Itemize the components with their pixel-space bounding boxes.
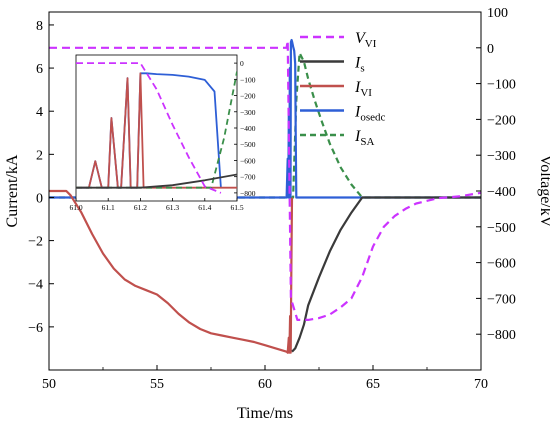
inset-y-tick-label-right: −200 <box>240 92 256 101</box>
legend-label-sub: s <box>360 63 364 75</box>
x-tick-label: 60 <box>258 377 272 392</box>
y-tick-label-left: −4 <box>28 278 43 293</box>
series-line-VVI <box>49 39 481 321</box>
legend-label-sub: SA <box>360 136 374 148</box>
y-tick-label-left: 4 <box>36 105 43 120</box>
x-tick-label: 55 <box>150 377 164 392</box>
y-axis-label-right: Voltage/kV <box>537 155 550 228</box>
x-tick-label: 50 <box>42 377 56 392</box>
y-tick-label-left: 8 <box>36 19 43 34</box>
inset-x-tick-label: 61.2 <box>134 203 147 212</box>
y-tick-label-left: 2 <box>36 148 43 163</box>
y-tick-label-left: −2 <box>28 235 43 250</box>
y-tick-label-right: −700 <box>487 292 516 307</box>
y-tick-label-right: −200 <box>487 113 516 128</box>
inset-series-line-VVI <box>76 62 222 194</box>
inset-plot-area <box>75 54 238 202</box>
inset-x-tick-label: 61.3 <box>166 203 179 212</box>
inset-x-tick-label: 61.0 <box>69 203 82 212</box>
legend-label-IVI: IVI <box>354 79 372 99</box>
inset-series-line-Is <box>76 173 237 189</box>
legend-label-Is: Is <box>354 55 365 75</box>
inset-x-tick-label: 61.1 <box>102 203 115 212</box>
y-tick-label-left: −6 <box>28 321 43 336</box>
series-line-Iosedc <box>49 38 481 199</box>
inset-y-tick-label-right: 0 <box>240 59 244 68</box>
inset-y-tick-label-right: −300 <box>240 108 256 117</box>
y-tick-label-right: −100 <box>487 78 516 93</box>
legend-label-sub: VI <box>365 38 377 50</box>
inset-x-tick-label: 61.5 <box>230 203 243 212</box>
y-tick-label-right: 0 <box>487 42 494 57</box>
legend-label-main: V <box>355 30 367 47</box>
legend-label-Iosedc: Iosedc <box>354 104 385 124</box>
y-tick-label-right: −600 <box>487 257 516 272</box>
series-line-IVI <box>49 189 294 354</box>
legend-label-VVI: VVI <box>355 30 377 50</box>
y-tick-label-right: −400 <box>487 185 516 200</box>
y-tick-label-left: 6 <box>36 62 43 77</box>
inset-y-tick-label-right: −600 <box>240 156 256 165</box>
inset-y-tick-label-right: −700 <box>240 173 256 182</box>
y-tick-label-right: −500 <box>487 221 516 236</box>
series-line-Is <box>291 196 481 353</box>
legend-label-main: I <box>354 79 361 96</box>
y-axis-label-left: Current/kA <box>4 154 21 227</box>
legend-label-sub: osedc <box>360 112 385 124</box>
legend-label-main: I <box>354 104 361 121</box>
legend-label-ISA: ISA <box>354 128 374 148</box>
legend-label-main: I <box>354 128 361 145</box>
inset-y-tick-label-right: −400 <box>240 124 256 133</box>
x-axis-label: Time/ms <box>237 405 293 422</box>
inset-series-line-ISA <box>76 71 237 189</box>
y-tick-label-left: 0 <box>36 191 43 206</box>
legend-label-sub: VI <box>360 87 372 99</box>
legend-label-main: I <box>354 55 361 72</box>
x-tick-label: 65 <box>366 377 380 392</box>
inset-y-tick-label-right: −800 <box>240 189 256 198</box>
inset-y-tick-label-right: −500 <box>240 140 256 149</box>
x-tick-label: 70 <box>474 377 488 392</box>
y-tick-label-right: −300 <box>487 149 516 164</box>
y-tick-label-right: 100 <box>487 6 508 21</box>
y-tick-label-right: −800 <box>487 328 516 343</box>
inset-y-tick-label-right: −100 <box>240 75 256 84</box>
inset-x-tick-label: 61.4 <box>198 203 211 212</box>
